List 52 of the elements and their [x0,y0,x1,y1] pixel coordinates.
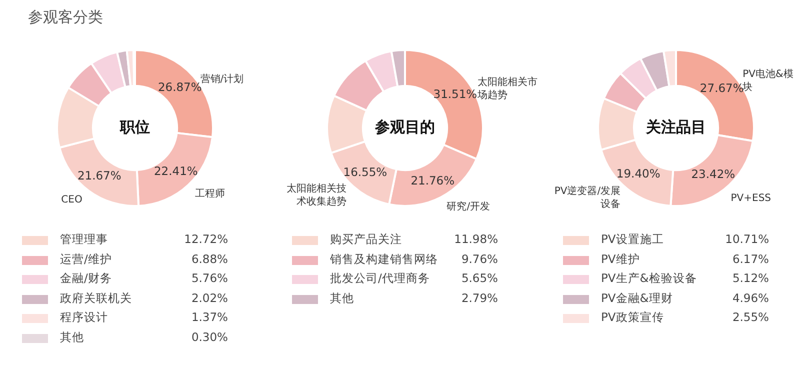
data-label: 0.30% [191,330,228,344]
data-label: 23.42% [691,167,736,182]
text: 参观目的 [374,118,435,136]
text: 参观客分类 [28,8,103,27]
text: 职位 [119,118,150,136]
legend-label: 政府关联机关 [60,290,132,306]
slice-label: 太阳能相关市场趋势 [476,76,538,102]
data-label: 2.79% [461,290,498,304]
legend-label: PV设置施工 [601,232,664,247]
data-label: 27.67% [700,81,744,96]
legend-label: PV生产&检验设备 [601,271,697,286]
data-label: 6.88% [191,252,228,266]
data-label: 10.71% [725,232,769,246]
slice-label: 营销/计划 [200,73,244,86]
slice-label: 研究/开发 [446,200,490,212]
data-label: 1.37% [191,310,228,324]
data-label: 22.41% [154,164,198,178]
data-label: 6.17% [732,252,769,266]
slice-label: PV逆变器/发展设备 [554,184,621,210]
data-label: 21.76% [410,173,455,188]
slice-label: 太阳能相关技术收集趋势 [286,182,347,208]
data-label: 5.76% [191,271,228,285]
data-label: 2.55% [732,310,769,324]
data-label: 16.55% [343,164,388,179]
legend-label: 程序设计 [60,310,108,325]
data-label: 21.67% [77,168,122,182]
legend-label: 其他 [330,290,354,306]
data-label: 5.65% [461,271,498,285]
legend-label: 管理理事 [60,232,108,247]
slice-label: CEO [61,194,82,206]
legend-label: 批发公司/代理商务 [330,271,430,286]
data-label: 26.87% [158,80,202,94]
data-label: 9.76% [461,252,498,266]
data-label: 2.02% [191,290,228,304]
legend-label: PV政策宣传 [601,310,664,325]
legend-label: 其他 [60,330,84,344]
legend-label: PV维护 [601,252,640,266]
data-label: 4.96% [732,290,769,304]
slice-label: PV电池&模块 [742,68,794,94]
data-label: 12.72% [184,232,228,246]
slice-label: PV+ESS [730,193,772,204]
text: 关注品目 [645,118,706,136]
legend-label: 运营/维护 [60,252,112,266]
legend-label: 购买产品关注 [330,232,402,247]
slice-label: 工程师 [194,188,225,200]
legend-label: 金融/财务 [60,271,112,286]
data-label: 11.98% [454,232,498,246]
data-label: 5.12% [732,271,769,285]
legend-label: PV金融&理财 [601,290,673,306]
data-label: 31.51% [433,87,478,102]
data-label: 19.40% [616,166,660,181]
legend-label: 销售及构建销售网络 [330,252,438,266]
